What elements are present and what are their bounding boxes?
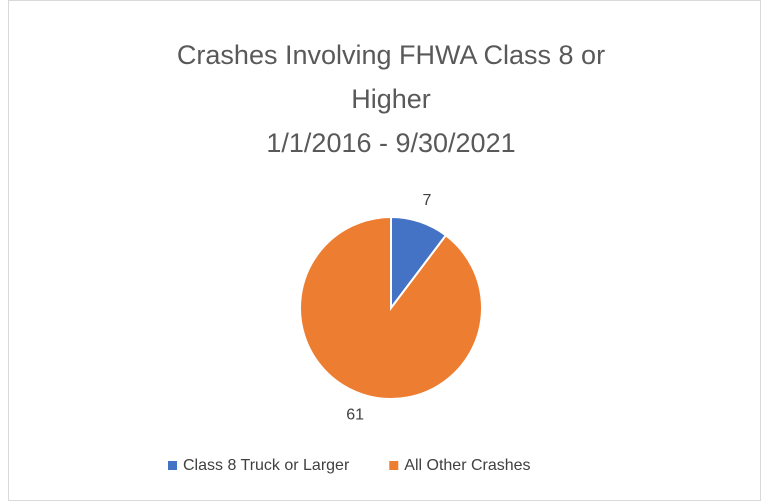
data-label: 61	[346, 406, 364, 423]
data-label: 7	[422, 192, 431, 209]
pie-slice	[299, 215, 483, 400]
legend-label: All Other Crashes	[404, 457, 530, 474]
chart-subtitle: 1/1/2016 - 9/30/2021	[266, 128, 516, 158]
chart-border	[8, 0, 761, 501]
title-block: Crashes Involving FHWA Class 8 or Higher…	[171, 33, 611, 165]
legend-swatch	[389, 461, 399, 470]
chart-title: Crashes Involving FHWA Class 8 or Higher	[176, 40, 606, 114]
legend-label: Class 8 Truck or Larger	[183, 457, 350, 474]
legend-swatch	[168, 461, 177, 470]
